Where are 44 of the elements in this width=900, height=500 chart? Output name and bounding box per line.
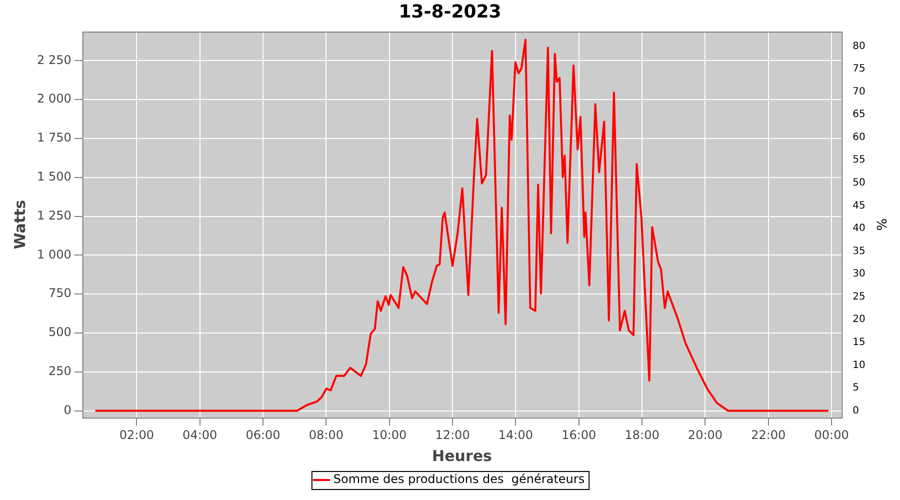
y2-tick-label: 15	[852, 337, 866, 348]
y-axis-title: Watts	[10, 200, 29, 250]
x-tick-label: 00:00	[814, 428, 849, 442]
y-tick-label: 2 250	[36, 52, 72, 67]
x-tick-label: 10:00	[372, 428, 407, 442]
y-tick-label: 250	[48, 364, 72, 378]
y2-tick-label: 40	[852, 223, 866, 234]
y2-tick-label: 60	[852, 132, 866, 143]
y2-tick-label: 5	[852, 382, 860, 394]
x-tick-label: 22:00	[751, 428, 786, 442]
y2-tick-label: 0	[852, 405, 860, 416]
x-tick-label: 12:00	[435, 428, 470, 442]
y-tick-label: 2 000	[36, 92, 72, 106]
x-axis-title: Heures	[432, 446, 492, 465]
y-tick-label: 1 250	[36, 208, 72, 222]
y-tick-label: 1 500	[36, 170, 72, 184]
y2-tick-label: 55	[852, 154, 866, 166]
y-tick-label: 750	[48, 286, 72, 300]
x-tick-label: 02:00	[119, 428, 154, 442]
y2-tick-label: 35	[852, 246, 866, 257]
legend-label: Somme des productions des générateurs	[333, 472, 585, 486]
x-tick-label: 06:00	[246, 428, 280, 442]
x-tick-label: 04:00	[182, 428, 218, 442]
chart-title: 13-8-2023	[398, 1, 502, 22]
y2-tick-label: 75	[852, 64, 866, 75]
x-tick-label: 08:00	[308, 428, 344, 442]
y2-tick-label: 80	[852, 40, 866, 52]
y2-tick-label: 50	[852, 177, 866, 188]
x-tick-label: 20:00	[688, 428, 723, 442]
y2-axis-title: %	[872, 218, 888, 231]
y-tick-label: 1 750	[36, 130, 72, 145]
y2-tick-label: 20	[852, 314, 866, 326]
x-tick-label: 16:00	[562, 428, 596, 442]
y2-tick-label: 25	[852, 291, 866, 302]
y-tick-label: 1 000	[36, 247, 72, 262]
y-tick-label: 0	[64, 402, 72, 417]
y-tick-label: 500	[48, 325, 72, 340]
y2-tick-label: 10	[852, 360, 866, 371]
y2-tick-label: 70	[852, 86, 866, 98]
y2-tick-label: 45	[852, 200, 866, 212]
x-tick-label: 14:00	[498, 428, 534, 442]
y2-tick-label: 65	[852, 109, 866, 120]
y2-tick-label: 30	[852, 268, 866, 280]
x-tick-label: 18:00	[624, 428, 660, 442]
